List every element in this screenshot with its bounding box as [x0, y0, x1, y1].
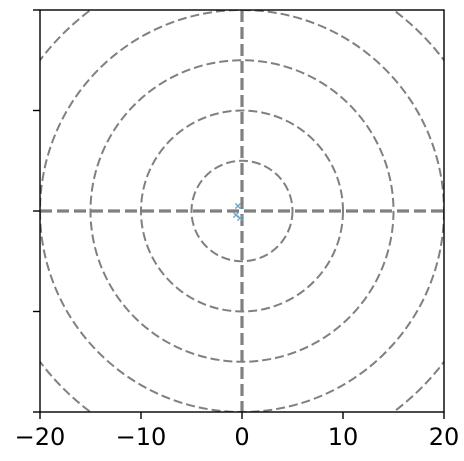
x-tick-label: 0 — [234, 423, 249, 451]
data-point — [234, 202, 242, 210]
data-point — [232, 211, 240, 219]
data-point — [236, 214, 244, 222]
x-tick-label: −20 — [15, 423, 66, 451]
axis-tick-labels: −20 −10 0 10 20 — [15, 423, 460, 451]
reference-circle-r5 — [190, 159, 294, 263]
x-tick-label: 10 — [328, 423, 359, 451]
axis-ticks — [33, 9, 445, 419]
reference-circle-r10 — [140, 109, 344, 313]
x-tick-label: 20 — [429, 423, 460, 451]
x-tick-label: −10 — [116, 423, 167, 451]
